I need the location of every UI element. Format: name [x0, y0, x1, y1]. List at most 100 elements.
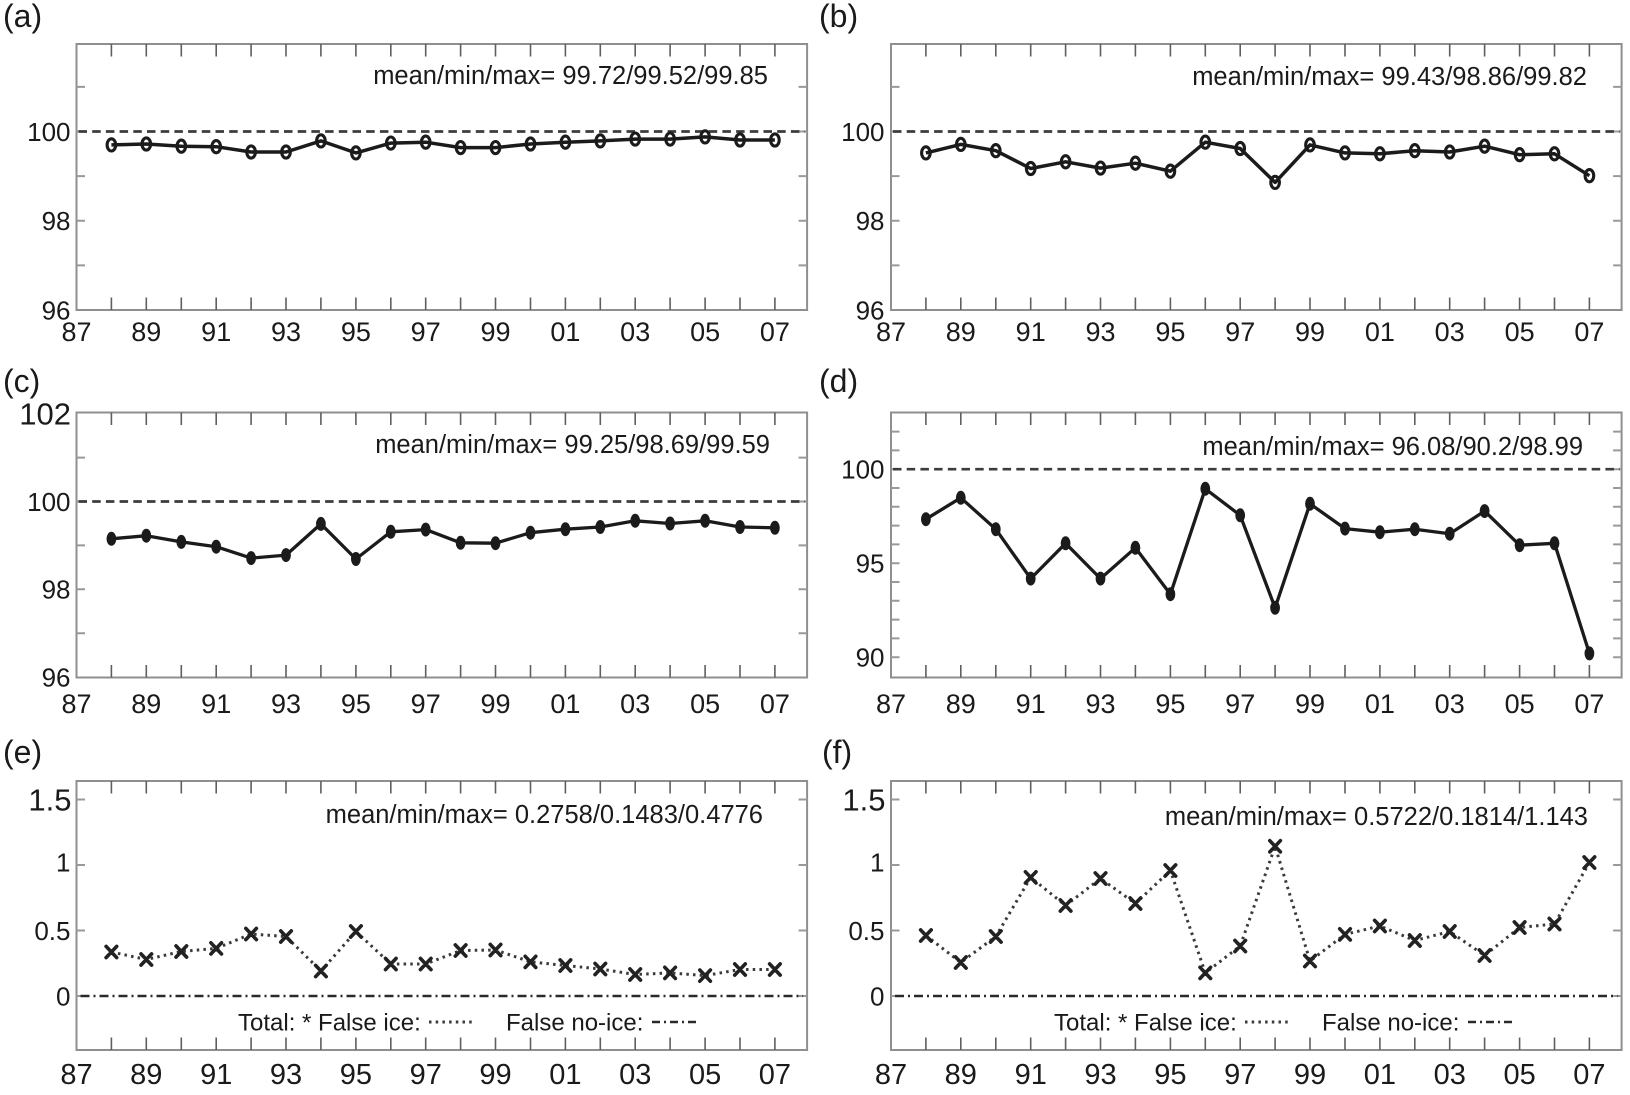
svg-text:(c): (c) [3, 363, 40, 399]
svg-text:mean/min/max= 99.25/98.69/99.5: mean/min/max= 99.25/98.69/99.59 [375, 431, 770, 459]
svg-text:01: 01 [1365, 317, 1395, 347]
svg-text:87: 87 [876, 689, 906, 719]
svg-text:93: 93 [270, 1059, 302, 1090]
svg-text:95: 95 [341, 317, 371, 347]
svg-text:87: 87 [61, 689, 91, 719]
svg-text:1: 1 [56, 847, 70, 877]
svg-text:05: 05 [690, 317, 720, 347]
svg-text:99: 99 [1294, 1059, 1326, 1090]
svg-text:99: 99 [1295, 689, 1325, 719]
svg-text:98: 98 [856, 206, 885, 236]
svg-text:mean/min/max= 99.43/98.86/99.8: mean/min/max= 99.43/98.86/99.82 [1192, 63, 1587, 91]
svg-text:89: 89 [946, 689, 976, 719]
svg-text:03: 03 [1435, 689, 1465, 719]
svg-text:100: 100 [27, 117, 70, 147]
svg-text:95: 95 [1155, 317, 1185, 347]
svg-text:(d): (d) [819, 363, 858, 399]
svg-text:03: 03 [620, 317, 650, 347]
svg-text:93: 93 [271, 317, 301, 347]
svg-text:97: 97 [411, 689, 441, 719]
svg-text:89: 89 [131, 689, 161, 719]
svg-text:mean/min/max= 96.08/90.2/98.99: mean/min/max= 96.08/90.2/98.99 [1202, 433, 1583, 461]
svg-text:97: 97 [1224, 1059, 1256, 1090]
svg-text:98: 98 [42, 575, 71, 605]
svg-text:05: 05 [689, 1059, 721, 1090]
svg-text:96: 96 [856, 295, 885, 325]
svg-text:07: 07 [760, 689, 790, 719]
svg-text:07: 07 [1574, 689, 1604, 719]
svg-text:100: 100 [27, 487, 70, 517]
svg-text:91: 91 [1016, 317, 1046, 347]
svg-text:95: 95 [340, 1059, 372, 1090]
svg-text:Total: * False ice:: Total: * False ice: [238, 1010, 421, 1037]
svg-text:93: 93 [1085, 689, 1115, 719]
svg-text:03: 03 [1435, 317, 1465, 347]
svg-text:99: 99 [480, 689, 510, 719]
svg-text:91: 91 [1015, 1059, 1047, 1090]
svg-text:89: 89 [130, 1059, 162, 1090]
svg-text:96: 96 [42, 295, 71, 325]
svg-text:93: 93 [271, 689, 301, 719]
svg-text:(f): (f) [822, 734, 852, 770]
svg-text:93: 93 [1085, 317, 1115, 347]
svg-text:95: 95 [1155, 689, 1185, 719]
svg-text:95: 95 [341, 689, 371, 719]
svg-text:05: 05 [1505, 317, 1535, 347]
svg-text:91: 91 [200, 1059, 232, 1090]
svg-text:100: 100 [841, 117, 884, 147]
svg-text:91: 91 [1016, 689, 1046, 719]
svg-text:87: 87 [876, 317, 906, 347]
svg-text:False no-ice:: False no-ice: [1322, 1010, 1459, 1037]
svg-text:99: 99 [479, 1059, 511, 1090]
svg-text:05: 05 [1505, 689, 1535, 719]
svg-text:(b): (b) [819, 0, 858, 34]
svg-text:03: 03 [1434, 1059, 1466, 1090]
svg-text:(a): (a) [3, 0, 42, 34]
svg-text:89: 89 [946, 317, 976, 347]
svg-text:01: 01 [550, 689, 580, 719]
svg-text:90: 90 [856, 643, 885, 673]
svg-text:0.5: 0.5 [34, 916, 70, 946]
svg-text:1.5: 1.5 [842, 783, 885, 818]
svg-text:91: 91 [201, 689, 231, 719]
svg-text:0: 0 [870, 981, 884, 1011]
svg-text:95: 95 [856, 549, 885, 579]
svg-text:01: 01 [1364, 1059, 1396, 1090]
svg-text:(e): (e) [3, 734, 42, 770]
svg-text:97: 97 [1225, 317, 1255, 347]
svg-text:89: 89 [945, 1059, 977, 1090]
svg-text:97: 97 [1225, 689, 1255, 719]
svg-text:96: 96 [42, 662, 71, 692]
svg-text:100: 100 [841, 455, 884, 485]
svg-text:91: 91 [201, 317, 231, 347]
svg-text:05: 05 [690, 689, 720, 719]
svg-text:97: 97 [411, 317, 441, 347]
svg-text:Total: * False ice:: Total: * False ice: [1054, 1010, 1237, 1037]
svg-text:87: 87 [60, 1059, 92, 1090]
svg-text:07: 07 [1574, 317, 1604, 347]
svg-text:97: 97 [410, 1059, 442, 1090]
svg-text:1.5: 1.5 [28, 783, 71, 818]
svg-text:mean/min/max= 0.2758/0.1483/0.: mean/min/max= 0.2758/0.1483/0.4776 [326, 801, 763, 829]
svg-text:0.5: 0.5 [848, 916, 884, 946]
svg-text:99: 99 [1295, 317, 1325, 347]
svg-text:01: 01 [1365, 689, 1395, 719]
svg-text:87: 87 [61, 317, 91, 347]
svg-text:03: 03 [619, 1059, 651, 1090]
svg-text:05: 05 [1503, 1059, 1535, 1090]
svg-text:87: 87 [875, 1059, 907, 1090]
svg-text:mean/min/max= 99.72/99.52/99.8: mean/min/max= 99.72/99.52/99.85 [373, 62, 768, 90]
svg-text:07: 07 [1573, 1059, 1605, 1090]
svg-text:95: 95 [1154, 1059, 1186, 1090]
svg-text:mean/min/max= 0.5722/0.1814/1.: mean/min/max= 0.5722/0.1814/1.143 [1165, 803, 1588, 831]
svg-text:99: 99 [480, 317, 510, 347]
svg-text:01: 01 [549, 1059, 581, 1090]
svg-text:93: 93 [1084, 1059, 1116, 1090]
svg-text:98: 98 [42, 206, 71, 236]
svg-text:07: 07 [759, 1059, 791, 1090]
svg-text:0: 0 [56, 981, 70, 1011]
svg-text:07: 07 [760, 317, 790, 347]
svg-text:1: 1 [870, 847, 884, 877]
svg-text:102: 102 [19, 397, 71, 432]
svg-text:03: 03 [620, 689, 650, 719]
